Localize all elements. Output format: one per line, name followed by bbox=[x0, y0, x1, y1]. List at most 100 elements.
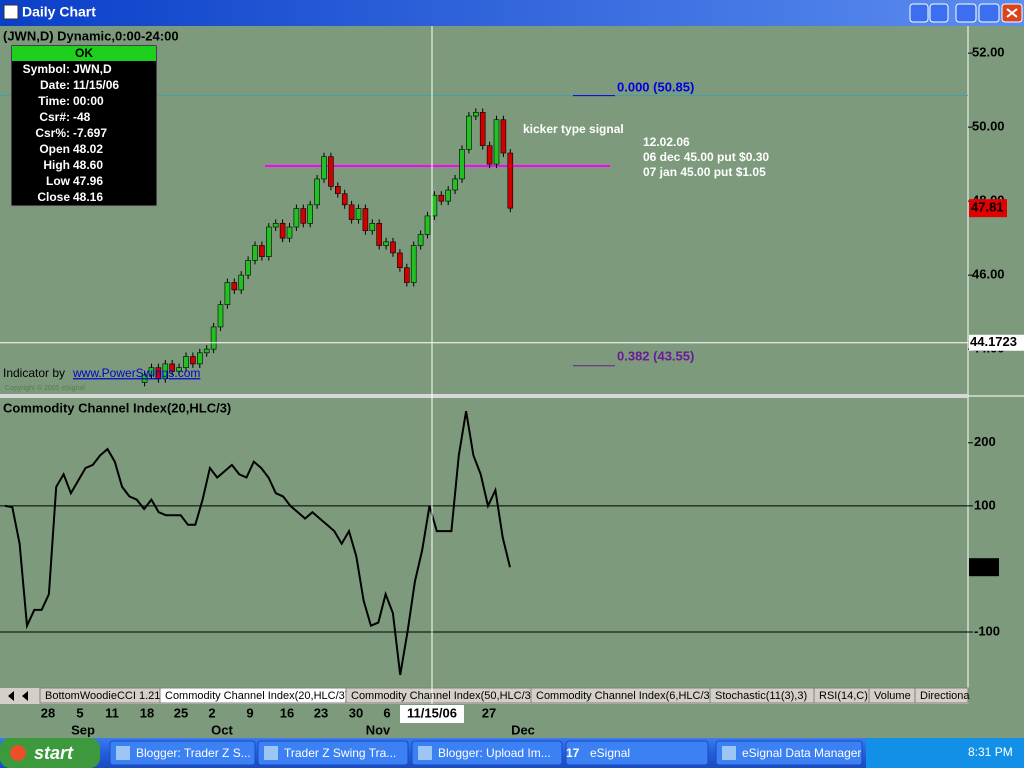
last-price: 47.81 bbox=[971, 200, 1004, 215]
candle-body bbox=[272, 223, 279, 228]
y-tick-label: 100 bbox=[974, 497, 996, 512]
candle-body bbox=[265, 226, 272, 257]
maximize-button[interactable] bbox=[929, 3, 949, 23]
month-label: Dec bbox=[511, 722, 535, 737]
candle-body bbox=[210, 326, 217, 350]
fib-label: 0.382 (43.55) bbox=[617, 348, 694, 363]
y-tick-label: 50.00 bbox=[972, 119, 1005, 134]
task-button[interactable] bbox=[257, 740, 409, 766]
row-value: 47.96 bbox=[73, 174, 103, 188]
annotation: 06 dec 45.00 put $0.30 bbox=[643, 150, 769, 164]
annotation: 07 jan 45.00 put $1.05 bbox=[643, 165, 766, 179]
app-icon bbox=[3, 4, 19, 20]
row-value: 48.02 bbox=[73, 142, 103, 156]
candle-body bbox=[176, 367, 182, 372]
restore-button[interactable] bbox=[978, 3, 1000, 23]
candle-body bbox=[472, 112, 479, 117]
chart-area bbox=[0, 26, 1024, 688]
tab-scroll[interactable] bbox=[8, 691, 28, 701]
month-label: Nov bbox=[366, 722, 391, 737]
task-button[interactable] bbox=[715, 740, 863, 766]
menu-button[interactable] bbox=[909, 3, 929, 23]
tray bbox=[866, 738, 1024, 768]
panel-title: Commodity Channel Index(20,HLC/3) bbox=[3, 400, 231, 415]
candle-body bbox=[459, 149, 465, 180]
candle-body bbox=[231, 282, 238, 291]
candle-body bbox=[238, 274, 244, 291]
tab-label: Stochastic(11(3),3) bbox=[715, 690, 807, 702]
row-label: Date: bbox=[40, 78, 70, 92]
cci-panel bbox=[0, 411, 968, 676]
row-label: Symbol: bbox=[23, 62, 70, 76]
date-label: 18 bbox=[140, 705, 154, 720]
copyright: Copyright © 2005 eSignal bbox=[5, 384, 85, 392]
row-value: 00:00 bbox=[73, 94, 104, 108]
candle-body bbox=[259, 245, 265, 257]
task-label: eSignal bbox=[590, 746, 630, 760]
tab[interactable] bbox=[914, 687, 969, 704]
cci-last: 2.76 bbox=[971, 559, 996, 574]
task-button[interactable] bbox=[411, 740, 563, 766]
credit-link[interactable]: www.PowerSwings.com bbox=[72, 366, 200, 380]
candle-body bbox=[224, 282, 231, 306]
date-label: 30 bbox=[349, 705, 363, 720]
task-label: 17 bbox=[566, 746, 580, 760]
date-label: 11 bbox=[105, 705, 119, 720]
row-label: Close bbox=[37, 190, 70, 204]
y-tick-label: -100 bbox=[974, 623, 1000, 638]
last-price-box bbox=[969, 199, 1007, 218]
cursor-price: 44.1723 bbox=[970, 334, 1017, 349]
candle-body bbox=[438, 194, 445, 202]
fib-label: 0.000 (50.85) bbox=[617, 79, 694, 94]
candle-body bbox=[141, 374, 148, 383]
chart-header: (JWN,D) Dynamic,0:00-24:00 bbox=[3, 28, 179, 43]
candle-body bbox=[376, 223, 383, 246]
candle-body bbox=[424, 215, 431, 235]
tab-label: Volume bbox=[874, 690, 911, 702]
status: OK bbox=[75, 46, 93, 60]
start-label: start bbox=[34, 743, 74, 763]
candle-body bbox=[355, 208, 362, 220]
candle-body bbox=[197, 352, 203, 365]
tab-label: Directiona bbox=[920, 690, 970, 702]
candle-body bbox=[403, 267, 410, 283]
cci-last-box bbox=[969, 558, 999, 577]
row-label: Low bbox=[46, 174, 71, 188]
date-axis bbox=[0, 704, 1024, 738]
row-value: 48.16 bbox=[73, 190, 103, 204]
date-label: 23 bbox=[314, 705, 328, 720]
row-label: Csr#: bbox=[39, 110, 70, 124]
annotation: kicker type signal bbox=[523, 122, 624, 136]
candle-body bbox=[410, 245, 417, 283]
task-label: Blogger: Trader Z S... bbox=[136, 746, 251, 760]
task-icon bbox=[722, 746, 736, 760]
status-bar bbox=[12, 46, 156, 61]
y-tick-label: 200 bbox=[974, 434, 996, 449]
start-logo bbox=[10, 745, 26, 761]
close-icon bbox=[1006, 8, 1018, 18]
window-title: Daily Chart bbox=[22, 4, 96, 20]
row-value: JWN,D bbox=[73, 62, 112, 76]
data-box bbox=[10, 44, 158, 207]
task-button[interactable] bbox=[565, 740, 709, 766]
row-value: 48.60 bbox=[73, 158, 103, 172]
task-button[interactable] bbox=[109, 740, 256, 766]
candle-body bbox=[314, 178, 320, 206]
title-bar bbox=[0, 0, 1024, 26]
candle-body bbox=[321, 156, 327, 180]
candle-body bbox=[341, 193, 348, 206]
start-button[interactable] bbox=[0, 738, 100, 768]
candle-body bbox=[190, 356, 196, 365]
candle-body bbox=[307, 204, 314, 224]
minimize-button[interactable] bbox=[955, 3, 977, 23]
candle-body bbox=[334, 186, 341, 195]
candle-body bbox=[417, 234, 424, 246]
candle-body bbox=[183, 356, 189, 368]
candle-body bbox=[169, 363, 175, 372]
candle-body bbox=[348, 204, 355, 220]
task-label: Blogger: Upload Im... bbox=[438, 746, 551, 760]
candle-body bbox=[245, 260, 251, 276]
month-label: Oct bbox=[211, 722, 233, 737]
